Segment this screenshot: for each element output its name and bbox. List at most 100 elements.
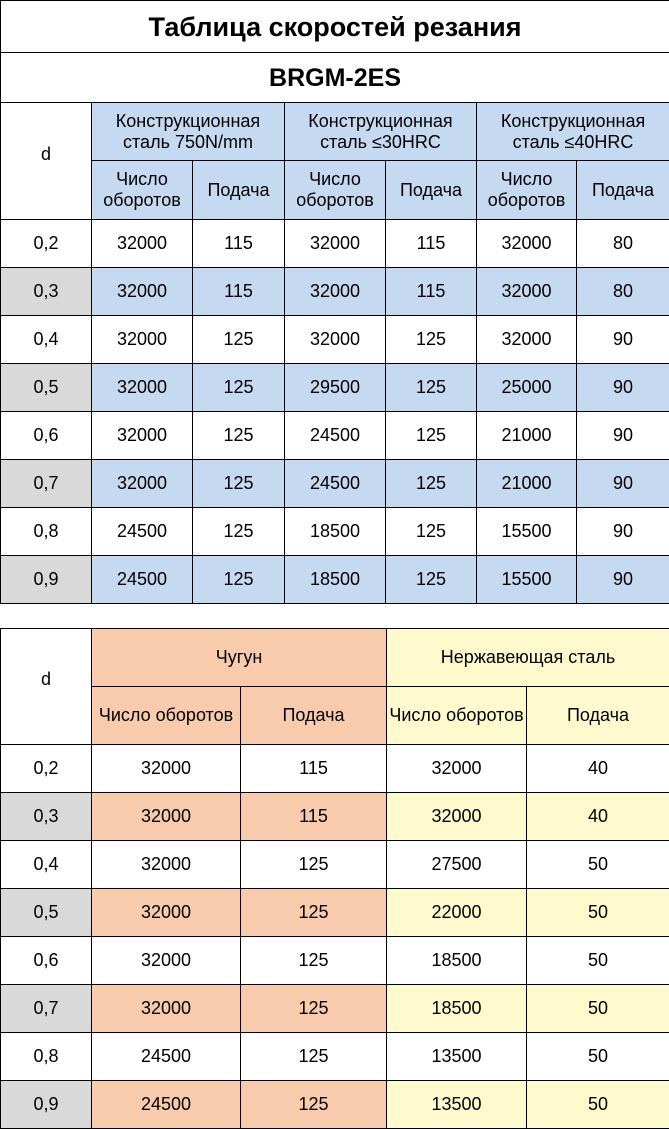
speed-value: 15500 (476, 555, 577, 604)
feed-header: Подача (526, 686, 669, 745)
speed-value: 24500 (91, 507, 193, 556)
speed-value: 32000 (91, 315, 193, 364)
d-value: 0,5 (0, 888, 92, 937)
cutting-speed-table-cast-stainless: d Чугун Нержавеющая сталь Число оборотов… (0, 628, 669, 1129)
group-header: Конструкционная сталь ≤40HRC (475, 102, 669, 161)
group-header: Конструкционная сталь ≤30HRC (284, 102, 477, 161)
feed-value: 90 (575, 459, 669, 508)
d-value: 0,2 (0, 744, 92, 793)
speed-value: 32000 (284, 267, 386, 316)
speed-value: 32000 (91, 411, 193, 460)
feed-value: 90 (575, 315, 669, 364)
speed-value: 32000 (91, 744, 241, 793)
feed-value: 125 (385, 555, 477, 604)
feed-value: 40 (526, 792, 669, 841)
table-row: 0,7 32000 125 18500 50 (0, 984, 669, 1033)
d-value: 0,8 (0, 1032, 92, 1081)
feed-value: 125 (239, 1032, 388, 1081)
feed-value: 125 (192, 411, 285, 460)
speed-value: 32000 (476, 315, 577, 364)
feed-value: 115 (239, 744, 388, 793)
speed-value: 32000 (386, 792, 528, 841)
feed-value: 125 (385, 411, 477, 460)
feed-value: 125 (239, 888, 388, 937)
feed-value: 125 (239, 840, 388, 889)
feed-value: 115 (239, 792, 388, 841)
speed-value: 32000 (91, 267, 193, 316)
speed-header: Число оборотов (476, 160, 577, 220)
speed-value: 13500 (386, 1080, 528, 1129)
feed-value: 125 (385, 363, 477, 412)
feed-value: 125 (192, 507, 285, 556)
feed-value: 125 (239, 936, 388, 985)
feed-value: 50 (526, 936, 669, 985)
d-value: 0,6 (0, 411, 92, 460)
speed-value: 32000 (91, 219, 193, 268)
speed-value: 32000 (476, 219, 577, 268)
table-row: 0,3 32000 115 32000 115 32000 80 (0, 267, 669, 316)
feed-value: 115 (192, 219, 285, 268)
speed-value: 27500 (386, 840, 528, 889)
feed-value: 125 (239, 984, 388, 1033)
feed-value: 125 (192, 555, 285, 604)
feed-value: 125 (192, 363, 285, 412)
feed-value: 80 (575, 267, 669, 316)
speed-value: 29500 (284, 363, 386, 412)
feed-value: 125 (385, 315, 477, 364)
d-value: 0,4 (0, 840, 92, 889)
feed-value: 115 (385, 219, 477, 268)
feed-header: Подача (575, 160, 669, 220)
feed-value: 125 (385, 507, 477, 556)
d-value: 0,5 (0, 363, 92, 412)
page-title: Таблица скоростей резания (0, 0, 669, 53)
group-header-cast-iron: Чугун (90, 628, 388, 687)
speed-value: 24500 (91, 1080, 241, 1129)
speed-value: 22000 (386, 888, 528, 937)
table-row: 0,5 32000 125 29500 125 25000 90 (0, 363, 669, 412)
speed-value: 32000 (386, 744, 528, 793)
speed-value: 32000 (284, 219, 386, 268)
feed-value: 50 (526, 1032, 669, 1081)
d-value: 0,7 (0, 984, 92, 1033)
speed-value: 24500 (91, 1032, 241, 1081)
table-row: 0,5 32000 125 22000 50 (0, 888, 669, 937)
feed-value: 90 (575, 555, 669, 604)
speed-value: 13500 (386, 1032, 528, 1081)
feed-value: 90 (575, 411, 669, 460)
table-row: 0,8 24500 125 13500 50 (0, 1032, 669, 1081)
feed-value: 90 (575, 363, 669, 412)
feed-value: 115 (192, 267, 285, 316)
speed-value: 32000 (91, 792, 241, 841)
table-row: 0,2 32000 115 32000 40 (0, 744, 669, 793)
speed-value: 18500 (386, 984, 528, 1033)
table-row: 0,7 32000 125 24500 125 21000 90 (0, 459, 669, 508)
speed-value: 24500 (284, 459, 386, 508)
feed-value: 125 (192, 459, 285, 508)
group-header-stainless: Нержавеющая сталь (386, 628, 669, 687)
feed-value: 125 (239, 1080, 388, 1129)
feed-value: 50 (526, 984, 669, 1033)
d-header: d (0, 102, 92, 220)
model-name: BRGM-2ES (0, 52, 669, 103)
speed-header: Число оборотов (91, 160, 193, 220)
d-value: 0,3 (0, 267, 92, 316)
feed-value: 50 (526, 840, 669, 889)
cutting-speed-table-steel: Таблица скоростей резания BRGM-2ES d Кон… (0, 0, 669, 604)
speed-value: 32000 (91, 459, 193, 508)
d-value: 0,8 (0, 507, 92, 556)
table-row: 0,6 32000 125 24500 125 21000 90 (0, 411, 669, 460)
speed-value: 32000 (91, 984, 241, 1033)
speed-value: 32000 (91, 840, 241, 889)
speed-value: 18500 (386, 936, 528, 985)
speed-value: 18500 (284, 555, 386, 604)
feed-value: 90 (575, 507, 669, 556)
speed-value: 32000 (91, 363, 193, 412)
d-value: 0,7 (0, 459, 92, 508)
speed-value: 24500 (91, 555, 193, 604)
feed-value: 50 (526, 888, 669, 937)
speed-value: 32000 (91, 936, 241, 985)
speed-value: 15500 (476, 507, 577, 556)
feed-header: Подача (385, 160, 477, 220)
speed-value: 21000 (476, 411, 577, 460)
feed-header: Подача (192, 160, 285, 220)
